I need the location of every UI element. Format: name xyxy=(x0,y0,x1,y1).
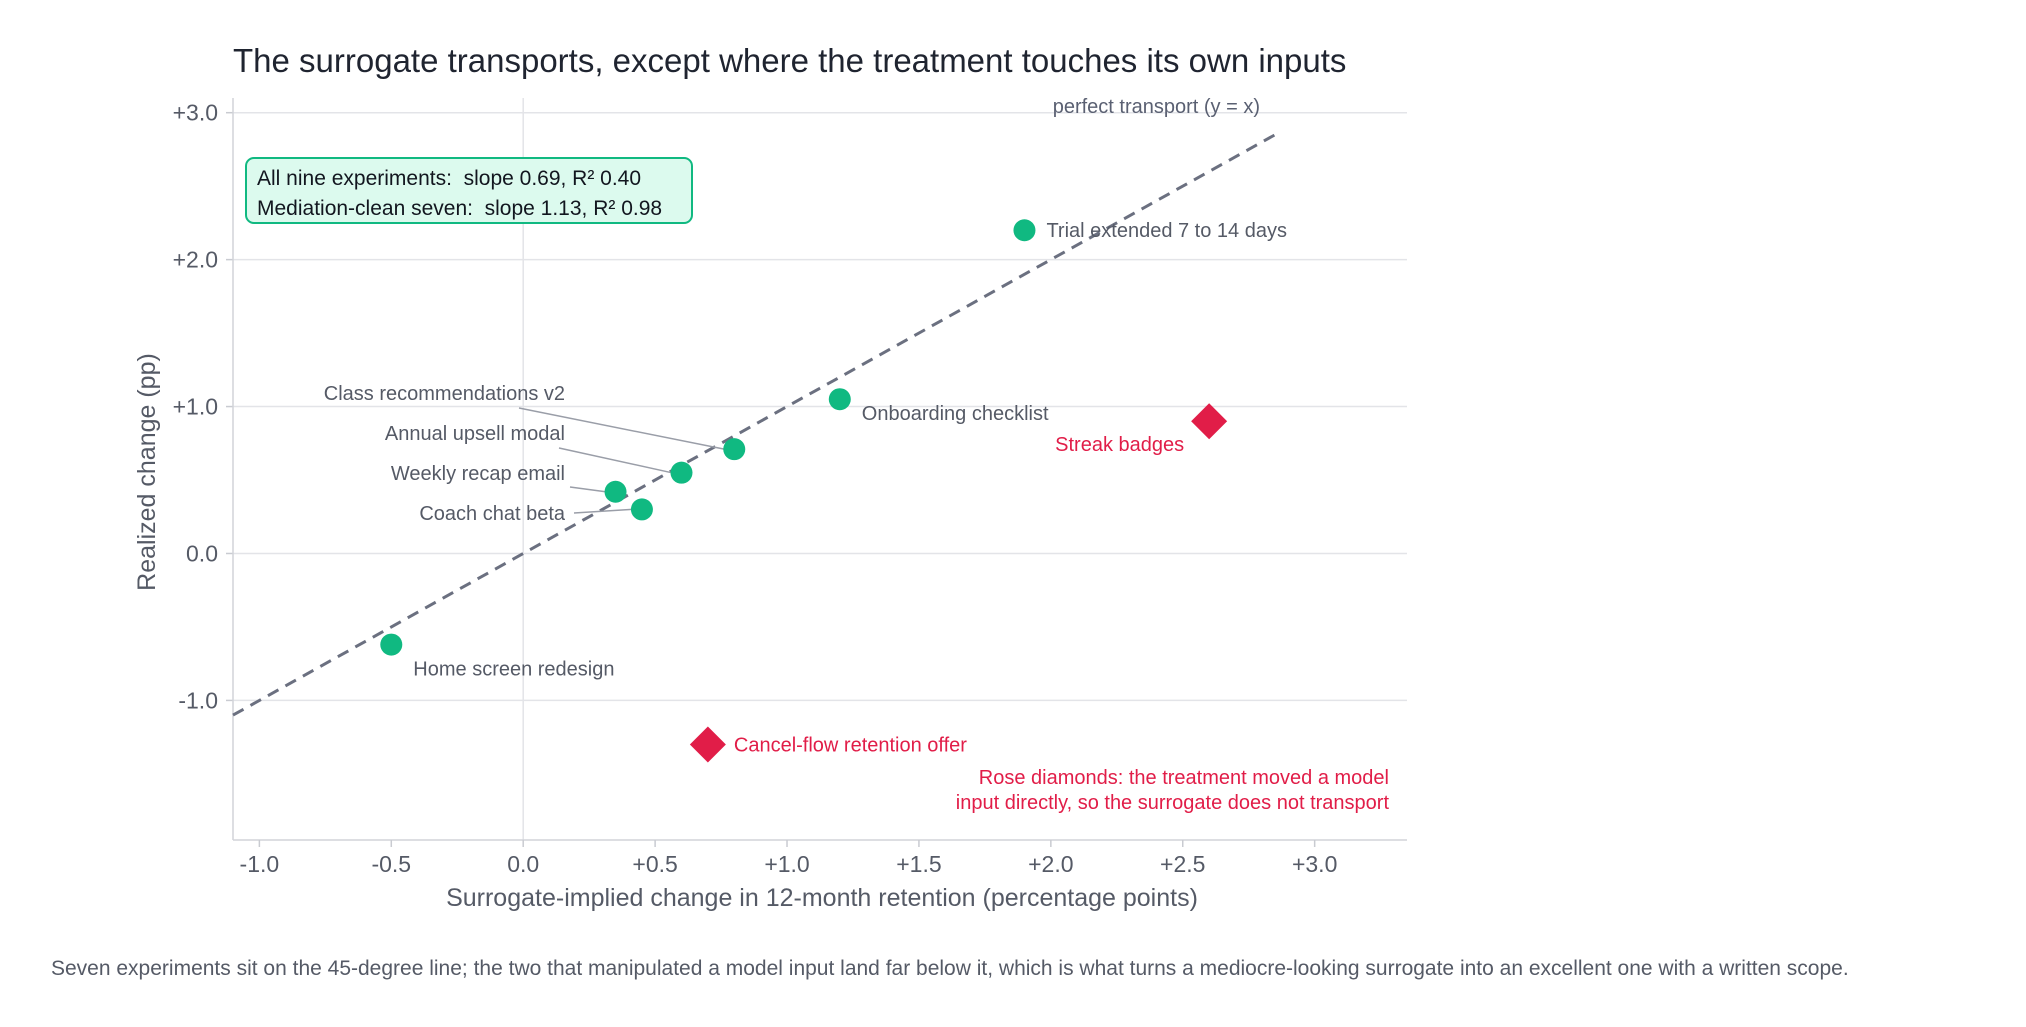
x-axis-title: Surrogate-implied change in 12-month ret… xyxy=(446,884,1198,912)
label-trial-extended-7-to-14-days: Trial extended 7 to 14 days xyxy=(1046,220,1287,242)
x-tick-label: +0.5 xyxy=(632,851,677,877)
data-points xyxy=(380,219,1228,763)
leader-lines xyxy=(518,407,725,514)
point-home-screen-redesign xyxy=(380,633,403,656)
leader-class-recommendations-v2 xyxy=(518,407,725,450)
x-tick-label: 0.0 xyxy=(507,851,539,877)
label-annual-upsell-modal: Annual upsell modal xyxy=(385,423,565,445)
label-cancel-flow-retention-offer: Cancel-flow retention offer xyxy=(734,734,967,756)
diamond-streak-badges xyxy=(1191,403,1228,440)
x-tick-label: +3.0 xyxy=(1292,851,1337,877)
label-onboarding-checklist: Onboarding checklist xyxy=(862,403,1049,425)
chart-title: The surrogate transports, except where t… xyxy=(233,42,1347,79)
point-labels: Trial extended 7 to 14 days Onboarding ch… xyxy=(324,220,1287,756)
x-tick-label: +1.5 xyxy=(896,851,941,877)
fit-summary-line-all: All nine experiments: slope 0.69, R² 0.4… xyxy=(257,167,642,190)
point-onboarding-checklist xyxy=(828,388,851,411)
point-trial-extended-7-to-14-days xyxy=(1013,219,1036,242)
diamond-cancel-flow-retention-offer xyxy=(689,726,726,763)
y-tick-label: +1.0 xyxy=(173,394,218,420)
axes xyxy=(226,98,1407,847)
point-class-recommendations-v2 xyxy=(723,438,746,461)
label-class-recommendations-v2: Class recommendations v2 xyxy=(324,383,565,405)
x-tick-label: +2.0 xyxy=(1028,851,1073,877)
y-tick-label: 0.0 xyxy=(186,540,218,566)
leader-weekly-recap-email xyxy=(569,486,606,493)
point-annual-upsell-modal xyxy=(670,461,693,484)
leader-annual-upsell-modal xyxy=(558,447,672,474)
reference-line-label: perfect transport (y = x) xyxy=(1053,96,1260,118)
note-line-1: Rose diamonds: the treatment moved a mod… xyxy=(979,767,1389,789)
fit-summary-line-clean: Mediation-clean seven: slope 1.13, R² 0.… xyxy=(257,197,663,220)
tick-labels: -1.0 0.0 +1.0 +2.0 +3.0 -1.0 -0.5 0.0 +0.5 +1.0 +1… xyxy=(173,100,1338,877)
figure-caption: Seven experiments sit on the 45-degree l… xyxy=(51,957,1849,980)
y-tick-label: +2.0 xyxy=(173,247,218,273)
label-home-screen-redesign: Home screen redesign xyxy=(413,659,614,681)
leader-coach-chat-beta xyxy=(573,508,632,514)
x-tick-label: -1.0 xyxy=(240,851,280,877)
y-axis-title: Realized change (pp) xyxy=(133,353,161,591)
y-tick-label: +3.0 xyxy=(173,100,218,126)
x-tick-label: -0.5 xyxy=(371,851,411,877)
note-line-2: input directly, so the surrogate does no… xyxy=(956,792,1390,814)
fit-summary-box: All nine experiments: slope 0.69, R² 0.4… xyxy=(245,157,693,224)
point-weekly-recap-email xyxy=(604,480,627,503)
point-coach-chat-beta xyxy=(630,498,653,521)
y-tick-label: -1.0 xyxy=(178,687,218,713)
label-coach-chat-beta: Coach chat beta xyxy=(419,503,566,525)
label-weekly-recap-email: Weekly recap email xyxy=(391,463,565,485)
x-tick-label: +1.0 xyxy=(764,851,809,877)
label-streak-badges: Streak badges xyxy=(1055,434,1184,456)
x-tick-label: +2.5 xyxy=(1160,851,1205,877)
